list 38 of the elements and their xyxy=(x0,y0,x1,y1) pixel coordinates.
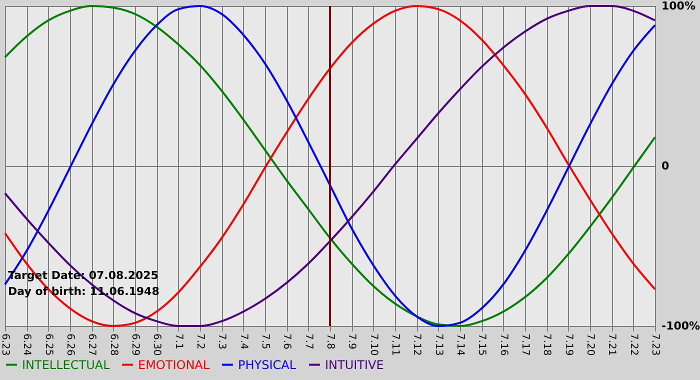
x-tick-label: 7.7 xyxy=(302,334,314,350)
x-tick-label: 7.2 xyxy=(194,334,206,350)
x-tick-label: 6.26 xyxy=(64,334,76,356)
x-tick-label: 7.16 xyxy=(498,334,509,356)
x-tick-label: 7.19 xyxy=(562,334,574,356)
x-tick-label: 7.18 xyxy=(541,334,552,356)
x-tick-label: 7.20 xyxy=(584,334,596,356)
x-tick-label: 7.17 xyxy=(520,334,530,356)
x-tick-label: 7.8 xyxy=(324,334,336,350)
x-tick-label: 7.4 xyxy=(238,334,249,350)
x-tick-label: 6.27 xyxy=(86,334,98,356)
x-tick-label: 6.28 xyxy=(108,334,119,356)
x-tick-label: 6.30 xyxy=(151,334,162,356)
legend-label: INTELLECTUAL xyxy=(22,358,110,372)
legend-label: INTUITIVE xyxy=(325,358,384,372)
legend-label: EMOTIONAL xyxy=(138,358,210,372)
y-tick-label: -100% xyxy=(662,320,700,332)
x-tick-label: 7.13 xyxy=(432,334,444,356)
legend-label: PHYSICAL xyxy=(238,358,296,372)
x-tick-label: 7.11 xyxy=(390,334,400,356)
x-tick-label: 6.23 xyxy=(0,334,10,356)
x-tick-label: 7.1 xyxy=(172,334,184,350)
x-tick-label: 7.22 xyxy=(628,334,639,356)
x-tick-label: 6.24 xyxy=(21,334,32,356)
x-tick-label: 7.3 xyxy=(216,334,228,350)
x-tick-label: 7.12 xyxy=(411,334,422,356)
x-tick-label: 7.5 xyxy=(260,334,270,350)
x-tick-label: 6.29 xyxy=(130,334,140,356)
x-tick-label: 7.23 xyxy=(650,334,660,356)
x-tick-label: 7.21 xyxy=(606,334,618,356)
x-tick-label: 7.9 xyxy=(346,334,358,350)
x-tick-label: 7.6 xyxy=(281,334,292,350)
x-tick-label: 7.10 xyxy=(368,334,379,356)
y-tick-label: 100% xyxy=(662,0,696,12)
y-tick-label: 0 xyxy=(662,160,670,172)
x-tick-label: 6.25 xyxy=(42,334,54,356)
x-tick-label: 7.15 xyxy=(476,334,488,356)
x-tick-label: 7.14 xyxy=(454,334,466,356)
